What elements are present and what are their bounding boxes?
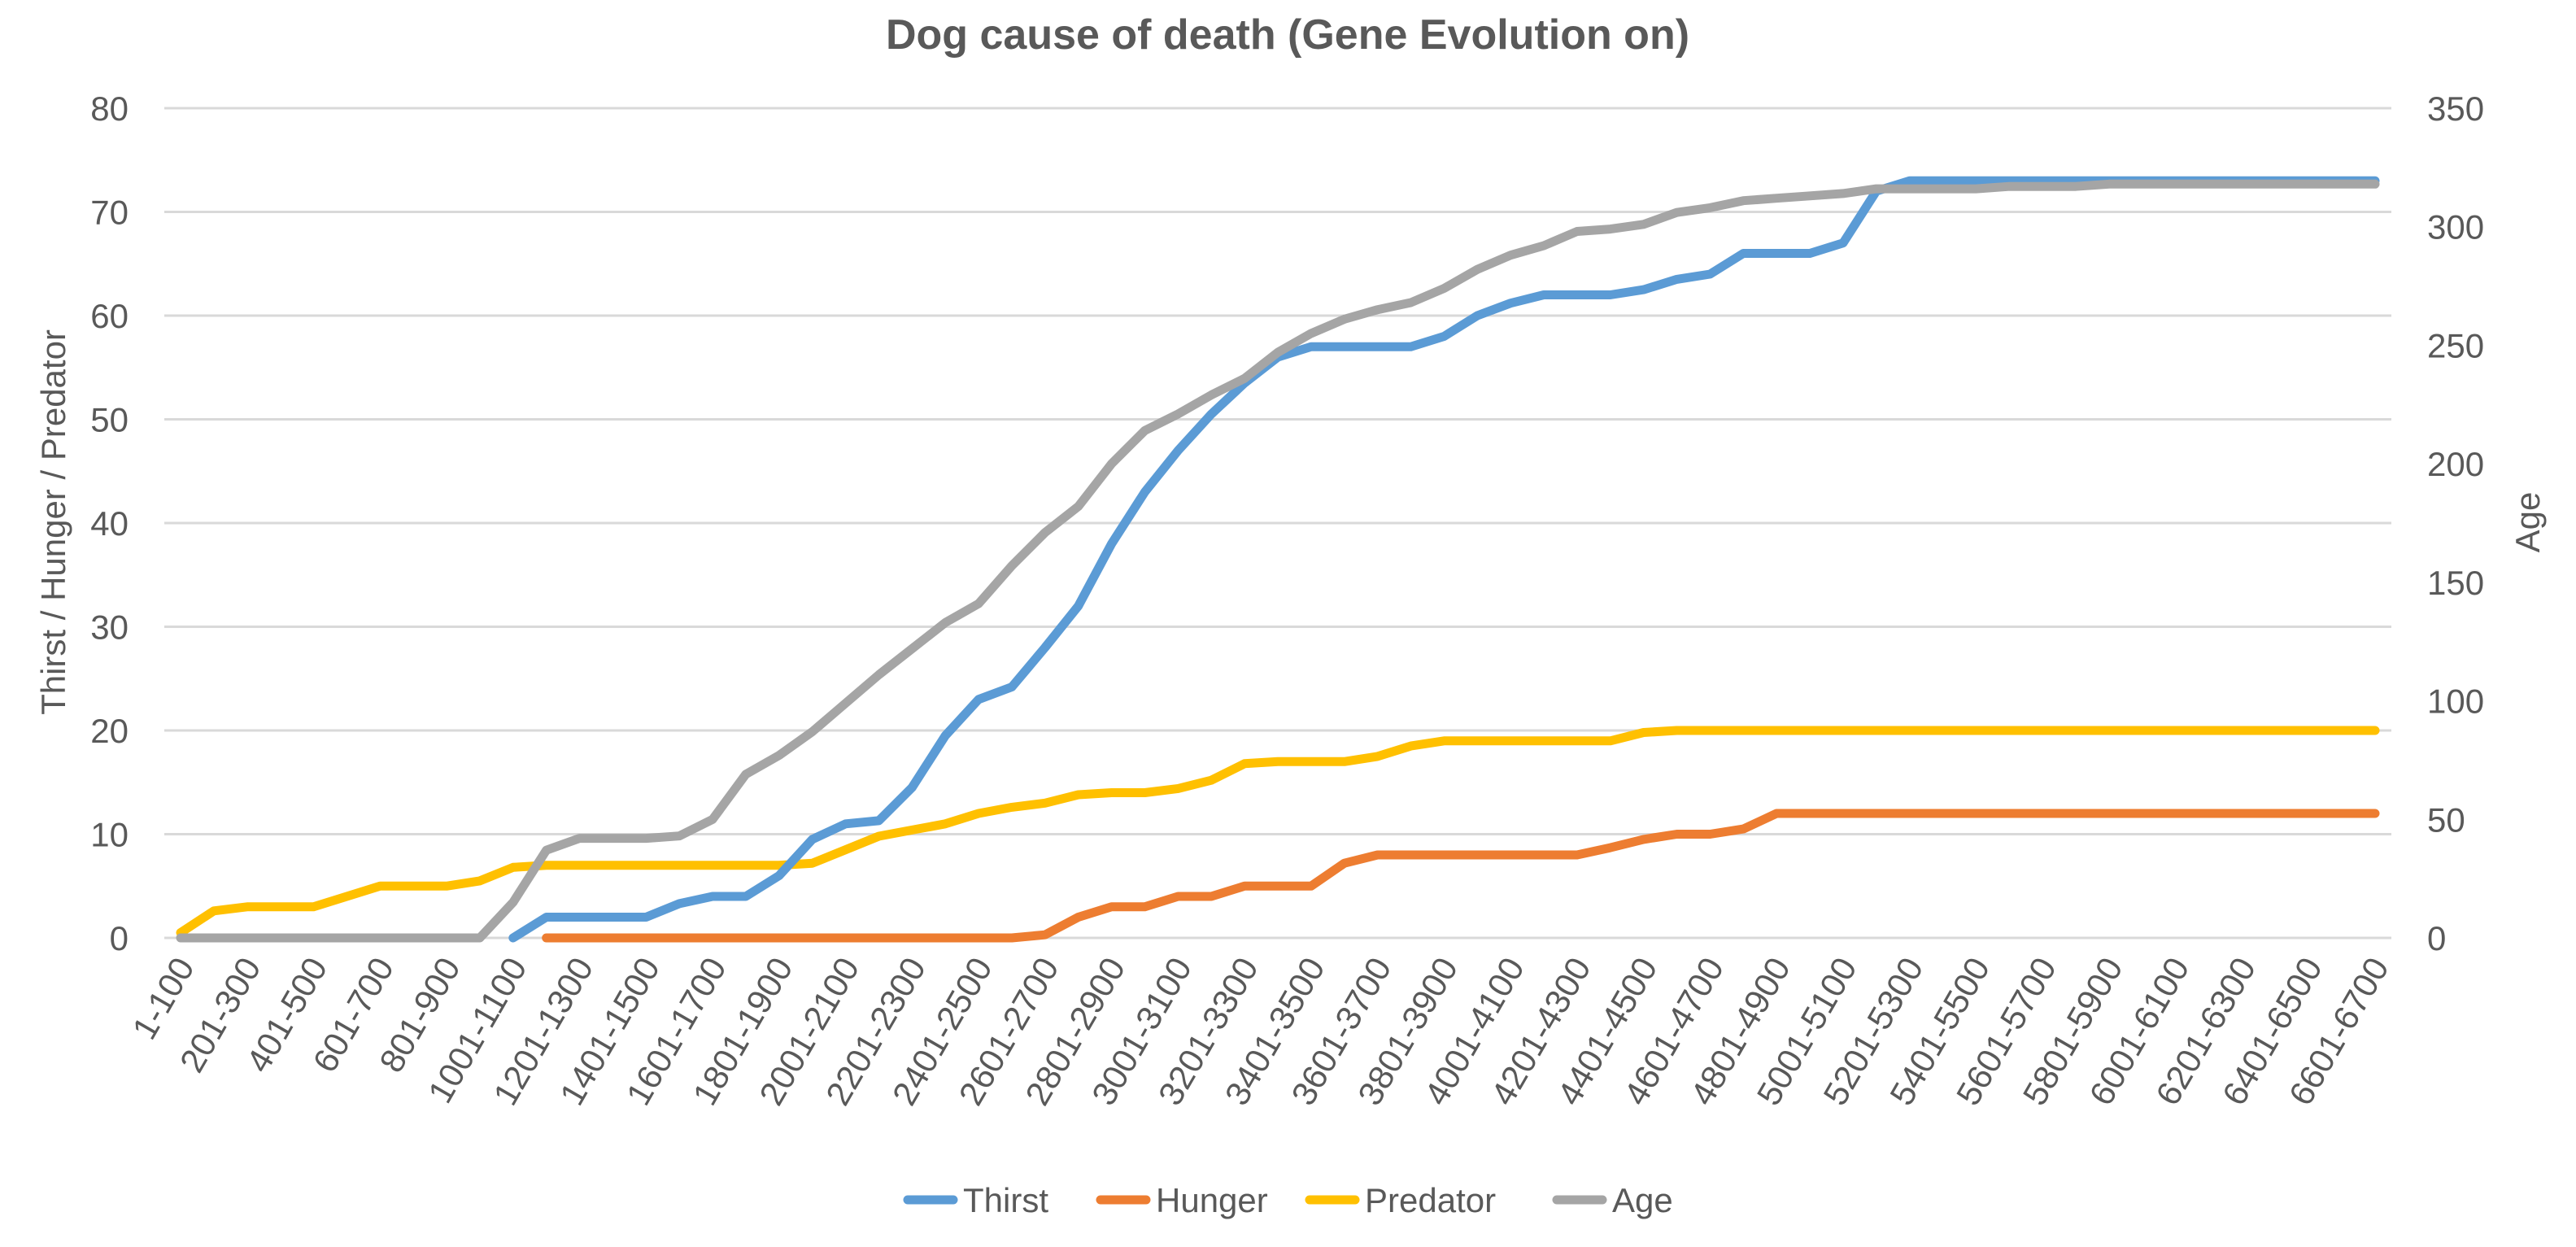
right-y-tick-label: 100: [2427, 682, 2484, 721]
right-y-tick-label: 150: [2427, 564, 2484, 602]
left-y-tick-label: 30: [90, 608, 129, 647]
right-y-tick-label: 250: [2427, 326, 2484, 364]
legend-label-thirst: Thirst: [963, 1181, 1048, 1219]
right-y-tick-label: 200: [2427, 445, 2484, 483]
left-y-tick-label: 40: [90, 504, 129, 543]
right-y-axis-ticks: 0 50 100 150 200 250 300 350: [2427, 89, 2484, 957]
right-y-tick-label: 50: [2427, 800, 2465, 839]
gridlines: [164, 107, 2391, 940]
left-y-tick-label: 0: [110, 919, 129, 957]
left-y-axis-title: Thirst / Hunger / Predator: [34, 329, 72, 715]
chart-title: Dog cause of death (Gene Evolution on): [886, 11, 1689, 59]
left-y-tick-label: 60: [90, 297, 129, 335]
series-line-predator: [176, 726, 2380, 938]
legend: Thirst Hunger Predator Age: [903, 1181, 1673, 1219]
legend-label-hunger: Hunger: [1156, 1181, 1268, 1219]
series-line-hunger: [542, 809, 2380, 943]
x-axis-ticks: 1-100201-300401-500601-700801-9001001-11…: [124, 951, 2395, 1111]
right-y-axis-title: Age: [2508, 492, 2547, 553]
right-y-tick-label: 300: [2427, 208, 2484, 246]
left-y-tick-label: 80: [90, 89, 129, 128]
right-y-tick-label: 0: [2427, 919, 2446, 957]
series-line-age: [176, 179, 2380, 943]
left-y-tick-label: 20: [90, 712, 129, 750]
series-line-thirst: [508, 176, 2380, 943]
legend-label-predator: Predator: [1365, 1181, 1496, 1219]
legend-label-age: Age: [1612, 1181, 1673, 1219]
series-lines: [176, 176, 2380, 943]
left-y-tick-label: 10: [90, 816, 129, 854]
right-y-tick-label: 350: [2427, 89, 2484, 128]
left-y-tick-label: 50: [90, 401, 129, 439]
left-y-tick-label: 70: [90, 194, 129, 232]
left-y-axis-ticks: 0 10 20 30 40 50 60 70 80: [90, 89, 129, 957]
